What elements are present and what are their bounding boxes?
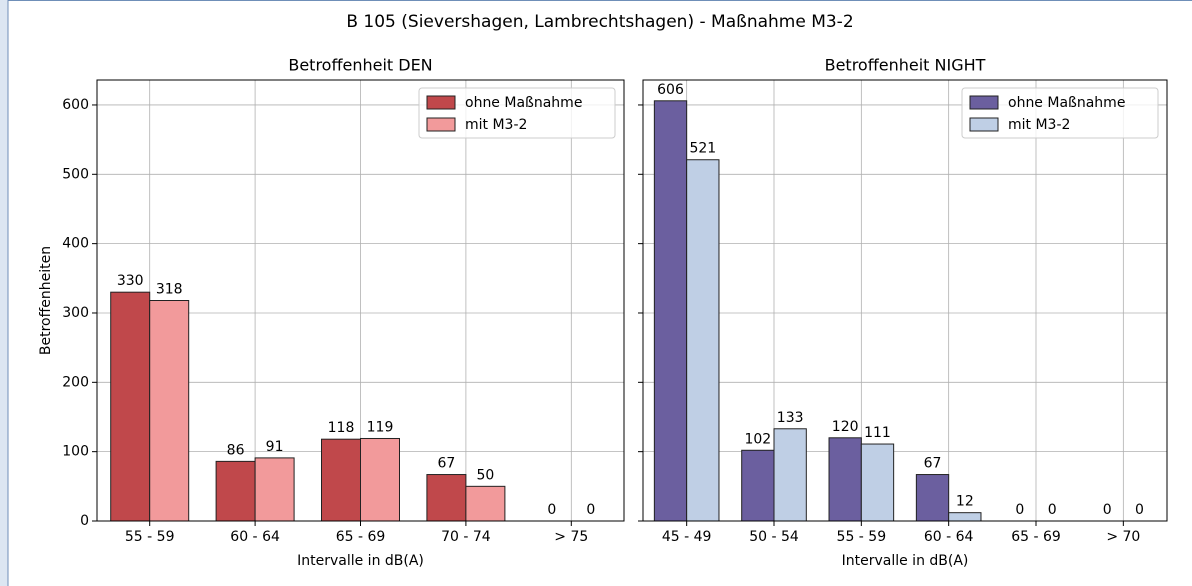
value-label: 0 — [547, 502, 556, 518]
value-label: 120 — [832, 419, 859, 435]
y-tick-label: 300 — [62, 305, 89, 321]
value-label: 330 — [117, 273, 144, 289]
x-tick-label: > 70 — [1106, 529, 1140, 545]
value-label: 0 — [1103, 502, 1112, 518]
axes-frame — [96, 79, 625, 522]
x-tick-label: 65 - 69 — [336, 529, 386, 545]
bar — [686, 159, 720, 522]
legend-swatch — [426, 95, 456, 110]
value-label: 91 — [266, 439, 284, 455]
axes-frame — [642, 79, 1168, 522]
legend-swatch — [969, 95, 999, 110]
bar — [948, 512, 982, 522]
bar — [360, 437, 400, 522]
x-tick-label: 45 - 49 — [662, 529, 712, 545]
value-label: 521 — [689, 141, 716, 157]
y-tick-label: 100 — [62, 444, 89, 460]
value-label: 119 — [367, 419, 394, 435]
axes-title: Betroffenheit DEN — [288, 56, 432, 75]
value-label: 111 — [864, 425, 891, 441]
legend-label: ohne Maßnahme — [465, 95, 582, 111]
x-tick-label: > 75 — [554, 529, 588, 545]
x-tick-label: 60 - 64 — [924, 529, 974, 545]
value-label: 0 — [1048, 502, 1057, 518]
value-label: 102 — [744, 431, 771, 447]
value-label: 318 — [156, 282, 183, 298]
x-tick-label: 60 - 64 — [230, 529, 280, 545]
value-label: 133 — [777, 410, 804, 426]
legend-label: ohne Maßnahme — [1008, 95, 1125, 111]
legend-label: mit M3-2 — [465, 117, 527, 133]
bar — [915, 474, 950, 522]
bar — [773, 428, 807, 522]
value-label: 50 — [476, 467, 494, 483]
y-tick-label: 400 — [62, 236, 89, 252]
value-label: 118 — [328, 420, 355, 436]
x-tick-label: 65 - 69 — [1011, 529, 1061, 545]
legend-box — [961, 87, 1159, 139]
figure-title: B 105 (Sievershagen, Lambrechtshagen) - … — [346, 12, 853, 32]
y-tick-label: 0 — [80, 513, 89, 529]
y-tick-label: 200 — [62, 374, 89, 390]
bar — [321, 438, 362, 522]
side-strip — [0, 0, 8, 586]
axes-title: Betroffenheit NIGHT — [825, 56, 986, 75]
bar — [215, 460, 256, 522]
x-tick-label: 70 - 74 — [441, 529, 491, 545]
x-tick-label: 55 - 59 — [837, 529, 887, 545]
bar — [828, 437, 862, 522]
value-label: 0 — [1135, 502, 1144, 518]
x-tick-label: 55 - 59 — [125, 529, 175, 545]
legend-swatch — [969, 117, 999, 132]
legend-box — [418, 87, 616, 139]
y-axis-label: Betroffenheiten — [38, 246, 54, 355]
value-label: 12 — [956, 494, 974, 510]
value-label: 67 — [437, 456, 455, 472]
x-axis-label: Intervalle in dB(A) — [842, 553, 969, 569]
value-label: 0 — [1015, 502, 1024, 518]
bar — [149, 300, 190, 522]
bar — [860, 443, 895, 522]
legend-label: mit M3-2 — [1008, 117, 1070, 133]
y-tick-label: 600 — [62, 97, 89, 113]
value-label: 67 — [924, 456, 942, 472]
value-label: 86 — [227, 442, 245, 458]
bar — [110, 291, 151, 522]
bar — [426, 474, 467, 522]
x-axis-label: Intervalle in dB(A) — [297, 553, 424, 569]
x-tick-label: 50 - 54 — [749, 529, 799, 545]
value-label: 606 — [657, 82, 684, 98]
bar — [741, 449, 775, 522]
bar — [254, 457, 295, 522]
value-label: 0 — [586, 502, 595, 518]
y-tick-label: 500 — [62, 166, 89, 182]
legend-swatch — [426, 117, 456, 132]
bar — [653, 100, 688, 522]
bar — [465, 485, 506, 522]
